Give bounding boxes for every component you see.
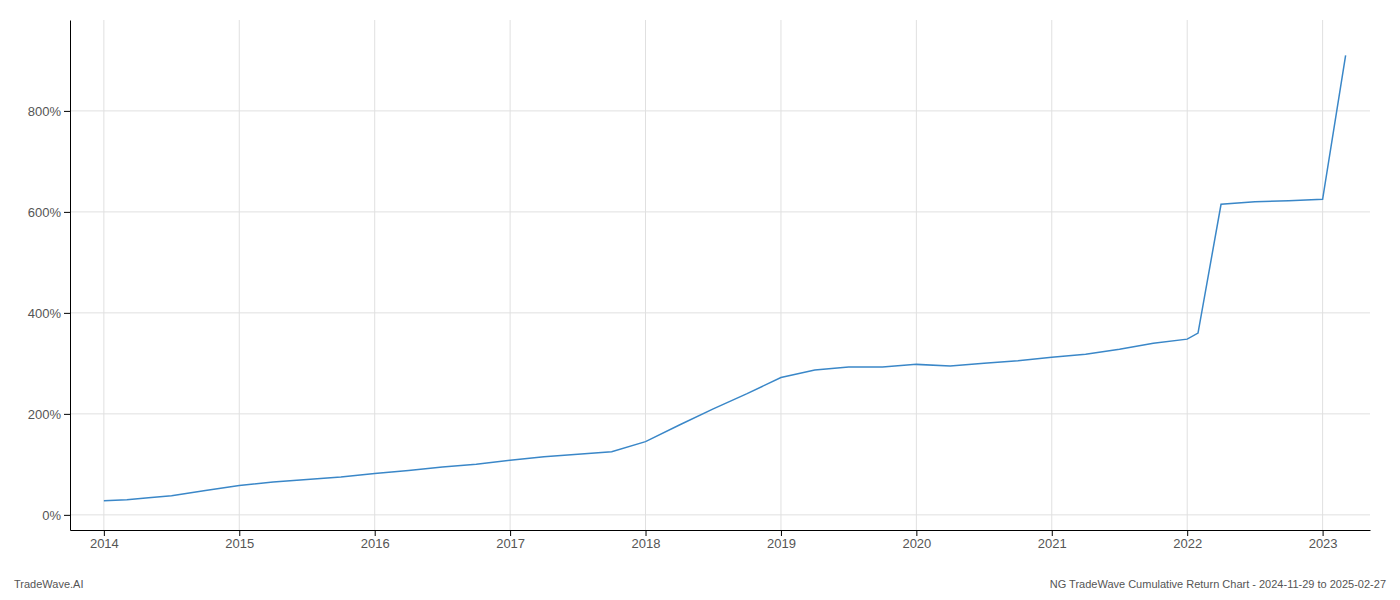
y-tick: 200% bbox=[28, 407, 70, 422]
grid-line-y bbox=[70, 514, 1370, 515]
grid-line-y bbox=[70, 110, 1370, 111]
x-tick-mark bbox=[510, 530, 511, 536]
y-tick: 800% bbox=[28, 104, 70, 119]
grid bbox=[70, 20, 1370, 530]
y-tick-mark bbox=[64, 212, 70, 213]
x-tick: 2021 bbox=[1038, 530, 1067, 551]
x-tick: 2022 bbox=[1173, 530, 1202, 551]
grid-line-x bbox=[103, 20, 104, 530]
y-axis: 0% 200% 400% 600% 800% bbox=[28, 21, 71, 531]
x-tick-mark bbox=[375, 530, 376, 536]
x-tick: 2020 bbox=[902, 530, 931, 551]
x-tick-label: 2023 bbox=[1309, 536, 1338, 551]
x-tick: 2018 bbox=[632, 530, 661, 551]
x-tick-mark bbox=[1052, 530, 1053, 536]
grid-line-x bbox=[510, 20, 511, 530]
grid-line-y bbox=[70, 211, 1370, 212]
line bbox=[104, 55, 1346, 500]
annotation: NG TradeWave Cumulative Return Chart - 2… bbox=[1050, 578, 1386, 590]
x-tick-mark bbox=[781, 530, 782, 536]
x-tick-mark bbox=[1187, 530, 1188, 536]
x-tick-mark bbox=[104, 530, 105, 536]
y-tick-label: 800% bbox=[28, 104, 62, 119]
x-tick-label: 2021 bbox=[1038, 536, 1067, 551]
chart: 2014 2015 2016 2017 2018 2019 2020 2021 2022 2023… bbox=[0, 0, 1400, 600]
x-tick: 2017 bbox=[496, 530, 525, 551]
y-tick-mark bbox=[64, 313, 70, 314]
x-tick-label: 2014 bbox=[90, 536, 119, 551]
grid-line-y bbox=[70, 413, 1370, 414]
y-tick: 600% bbox=[28, 205, 70, 220]
x-tick: 2015 bbox=[225, 530, 254, 551]
grid-line-x bbox=[374, 20, 375, 530]
grid-line-x bbox=[645, 20, 646, 530]
x-tick-mark bbox=[646, 530, 647, 536]
grid-line-y bbox=[70, 312, 1370, 313]
y-tick-label: 200% bbox=[28, 407, 62, 422]
x-tick-mark bbox=[916, 530, 917, 536]
x-tick-label: 2015 bbox=[225, 536, 254, 551]
grid-line-x bbox=[916, 20, 917, 530]
x-tick: 2014 bbox=[90, 530, 119, 551]
grid-line-x bbox=[1322, 20, 1323, 530]
x-tick: 2016 bbox=[361, 530, 390, 551]
x-tick: 2019 bbox=[767, 530, 796, 551]
grid-line-x bbox=[239, 20, 240, 530]
footer: TradeWave.AI NG TradeWave Cumulative Retu… bbox=[14, 578, 1386, 590]
y-axis-line bbox=[70, 21, 71, 531]
y-tick-label: 400% bbox=[28, 306, 62, 321]
x-tick-label: 2020 bbox=[902, 536, 931, 551]
grid-line-x bbox=[1051, 20, 1052, 530]
y-tick-mark bbox=[64, 414, 70, 415]
y-tick-label: 0% bbox=[42, 508, 61, 523]
y-tick: 400% bbox=[28, 306, 70, 321]
x-tick-label: 2017 bbox=[496, 536, 525, 551]
x-tick-label: 2018 bbox=[632, 536, 661, 551]
y-tick-mark bbox=[64, 515, 70, 516]
x-axis: 2014 2015 2016 2017 2018 2019 2020 2021 2022 2023 bbox=[71, 530, 1371, 551]
x-tick-label: 2022 bbox=[1173, 536, 1202, 551]
y-tick-mark bbox=[64, 111, 70, 112]
grid-line-x bbox=[1187, 20, 1188, 530]
x-tick-label: 2019 bbox=[767, 536, 796, 551]
annotation: TradeWave.AI bbox=[14, 578, 84, 590]
y-tick: 0% bbox=[42, 508, 70, 523]
grid-line-x bbox=[780, 20, 781, 530]
x-axis-line bbox=[71, 530, 1371, 531]
plot-area: 2014 2015 2016 2017 2018 2019 2020 2021 2022 2023… bbox=[28, 20, 1371, 551]
x-tick-label: 2016 bbox=[361, 536, 390, 551]
x-tick: 2023 bbox=[1309, 530, 1338, 551]
x-tick-mark bbox=[1323, 530, 1324, 536]
x-tick-mark bbox=[239, 530, 240, 536]
marks bbox=[104, 55, 1346, 500]
y-tick-label: 600% bbox=[28, 205, 62, 220]
